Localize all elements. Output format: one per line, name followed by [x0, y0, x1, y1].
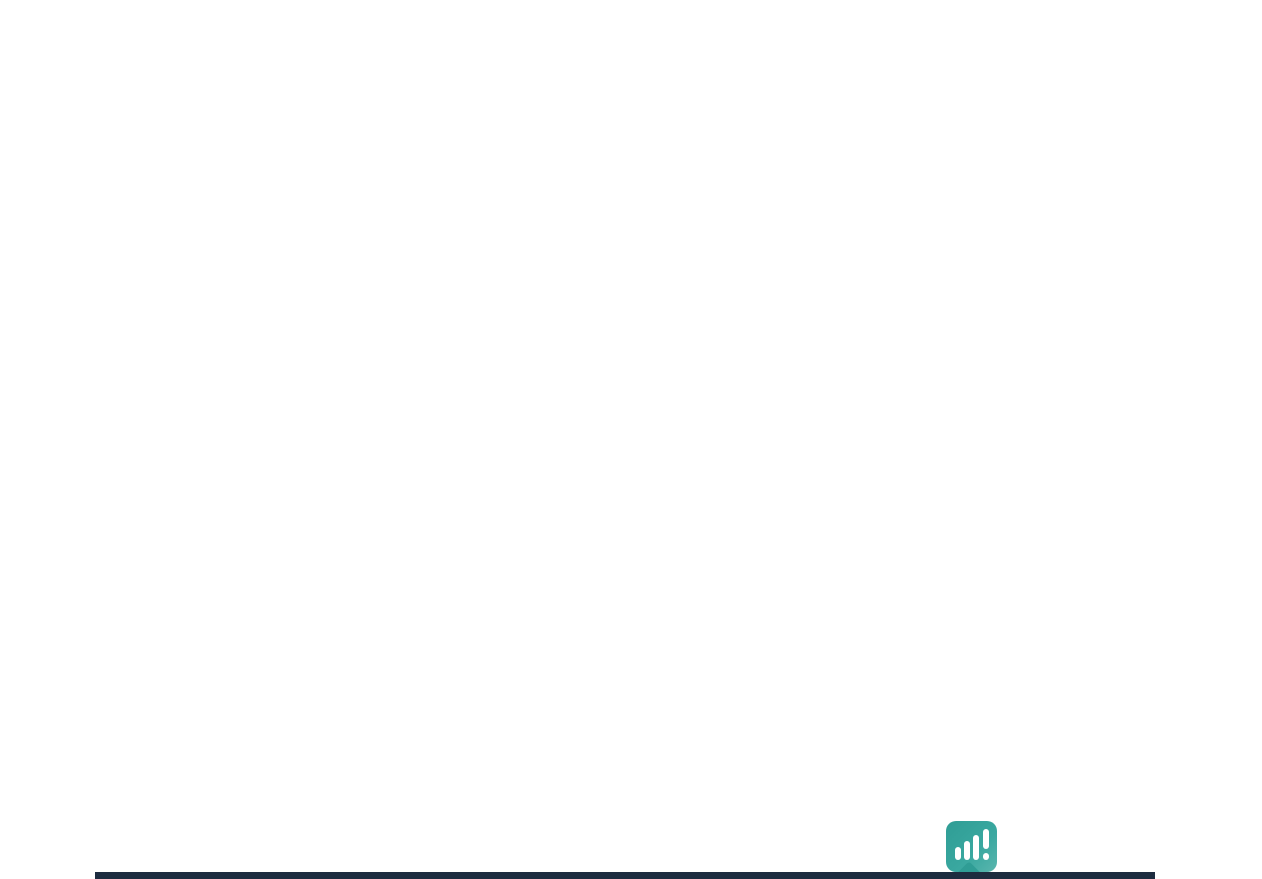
newsworthy-logo [946, 816, 1011, 879]
mini-bar-chart-icon [955, 846, 961, 860]
exclamation-icon [983, 828, 989, 849]
footer-stripe [95, 872, 1155, 879]
newsworthy-speech-bubble-icon [946, 820, 997, 879]
